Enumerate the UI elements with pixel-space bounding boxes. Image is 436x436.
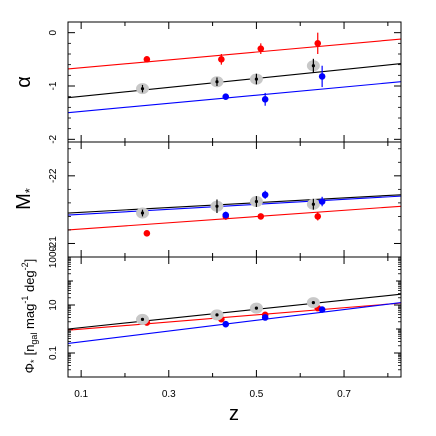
top-panel-ticks: 0 -1 -2 <box>48 21 401 144</box>
middle-ytick-label: -22 <box>48 168 59 183</box>
top-panel-frame <box>67 21 402 143</box>
bottom-point-gray <box>311 301 315 305</box>
bottom-ylabel-units: [n <box>22 345 37 356</box>
bottom-point-blue <box>261 314 269 321</box>
bottom-fit-line-red <box>67 302 402 331</box>
panel-bottom: 1000 10 0.1 0.1 0.3 0.5 0.7 Φ* [ngal mag-1 deg-… <box>20 245 402 425</box>
middle-ytick-label: -21 <box>48 236 59 251</box>
bottom-fit-line-blue <box>67 302 402 344</box>
bottom-point-gray <box>140 317 145 321</box>
middle-panel-ylabel: M* <box>13 188 37 210</box>
top-point-gray <box>254 77 259 81</box>
bottom-fit-line-gray <box>67 293 402 330</box>
middle-point-blue <box>261 191 269 199</box>
bottom-panel-frame <box>67 256 402 378</box>
bottom-ylabel-phi-sub: * <box>29 359 39 363</box>
middle-point-gray <box>215 204 219 208</box>
x-tick-label: 0.1 <box>74 389 88 400</box>
middle-point-gray <box>311 202 315 206</box>
middle-point-blue <box>318 198 326 205</box>
top-point-red <box>314 40 322 47</box>
bottom-ylabel-units-mag: mag <box>22 304 37 333</box>
top-panel-marks <box>67 32 402 114</box>
bottom-ylabel-units-deg: deg <box>22 270 37 295</box>
top-ytick-label: -2 <box>48 134 59 143</box>
top-fit-line-blue <box>67 81 402 114</box>
bottom-point-gray <box>215 313 219 317</box>
bottom-point-blue <box>222 320 230 328</box>
top-point-blue <box>222 93 230 100</box>
middle-point-blue <box>222 211 230 219</box>
bottom-panel-marks <box>67 293 402 344</box>
x-axis-label: z <box>229 403 239 425</box>
top-point-blue <box>318 73 326 80</box>
top-point-blue <box>261 96 269 103</box>
bottom-ylabel-units-sub: gal <box>29 333 39 345</box>
bottom-ytick-label: 10 <box>48 299 59 311</box>
middle-panel-marks <box>67 190 402 237</box>
panel-top: 0 -1 -2 α <box>13 21 402 144</box>
middle-point-red <box>314 213 322 220</box>
middle-point-gray <box>140 211 145 215</box>
bottom-point-gray <box>254 306 259 310</box>
bottom-ylabel-units-sup1: -1 <box>20 296 30 304</box>
top-ytick-label: 0 <box>48 29 59 35</box>
bottom-ylabel-units-sup2: -2 <box>20 262 30 270</box>
top-point-gray <box>215 80 219 84</box>
top-ytick-label: -1 <box>48 81 59 90</box>
middle-ylabel-main: M <box>13 193 35 210</box>
middle-point-gray <box>254 199 259 204</box>
x-tick-label: 0.3 <box>162 389 176 400</box>
top-point-red <box>218 56 225 63</box>
bottom-ylabel-phi: Φ <box>22 363 37 373</box>
top-point-gray <box>311 64 315 68</box>
top-point-gray <box>140 87 145 91</box>
top-point-red <box>257 45 265 52</box>
bottom-ytick-label: 1000 <box>48 245 59 268</box>
x-tick-label: 0.5 <box>249 389 263 400</box>
middle-fit-line-gray <box>67 194 402 214</box>
x-tick-label: 0.7 <box>337 389 351 400</box>
middle-point-red <box>143 230 151 237</box>
top-fit-line-gray <box>67 63 402 99</box>
bottom-panel-ylabel: Φ* [ngal mag-1 deg-2] <box>20 259 39 374</box>
middle-fit-line-blue <box>67 195 402 216</box>
middle-panel-ticks: -21 -22 <box>48 142 401 258</box>
top-point-red <box>143 56 151 63</box>
top-panel-ylabel: α <box>13 76 35 88</box>
bottom-panel-ticks: 1000 10 0.1 0.1 0.3 0.5 0.7 <box>48 245 401 400</box>
panel-middle: -21 -22 M* <box>13 141 402 258</box>
bottom-ytick-label: 0.1 <box>48 346 59 360</box>
bottom-point-blue <box>318 306 326 313</box>
middle-ylabel-sub: * <box>22 188 37 193</box>
middle-point-red <box>257 213 265 220</box>
top-fit-line-red <box>67 38 402 70</box>
middle-fit-line-red <box>67 205 402 231</box>
bottom-ylabel-units-end: ] <box>22 259 37 263</box>
